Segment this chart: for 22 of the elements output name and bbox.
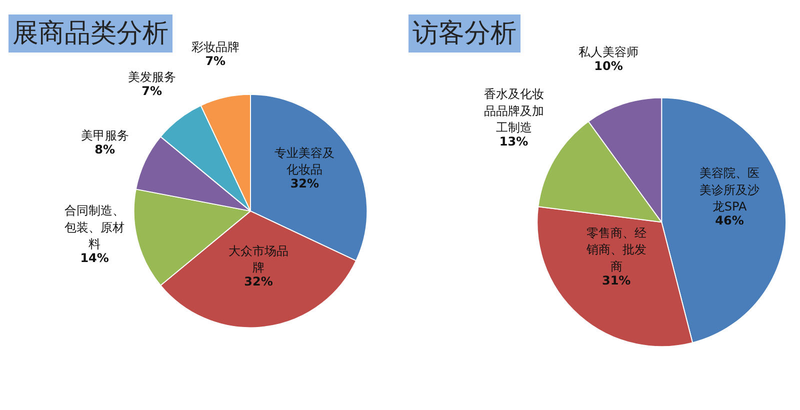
slice-label: 私人美容师 <box>578 44 639 59</box>
data-label: 46% <box>715 214 744 228</box>
chart-title: 访客分析 <box>412 18 516 48</box>
slice-label: 大众市场品牌 <box>228 244 289 275</box>
slice-label: 香水及化妆品品牌及加工制造 <box>484 87 544 135</box>
data-label: 14% <box>80 251 109 266</box>
data-label: 10% <box>594 58 623 73</box>
data-label: 7% <box>142 84 162 98</box>
data-label: 32% <box>244 274 273 289</box>
data-label: 8% <box>94 142 116 157</box>
data-label: 7% <box>205 54 226 68</box>
slice-label: 美甲服务 <box>80 128 129 143</box>
slice-label: 美容院、医美诊所及沙龙SPA <box>700 166 760 214</box>
slice-label: 彩妆品牌 <box>191 40 240 54</box>
slice-label: 美发服务 <box>128 70 176 84</box>
slice-label: 专业美容及化妆品 <box>274 146 335 177</box>
slice-label: 合同制造、包装、原材料 <box>64 203 125 252</box>
data-label: 32% <box>290 176 320 191</box>
slice-label: 零售商、经销商、批发商 <box>585 226 646 274</box>
data-label: 13% <box>499 134 528 149</box>
chart-title: 展商品类分析 <box>12 18 168 48</box>
data-label: 31% <box>602 274 631 288</box>
